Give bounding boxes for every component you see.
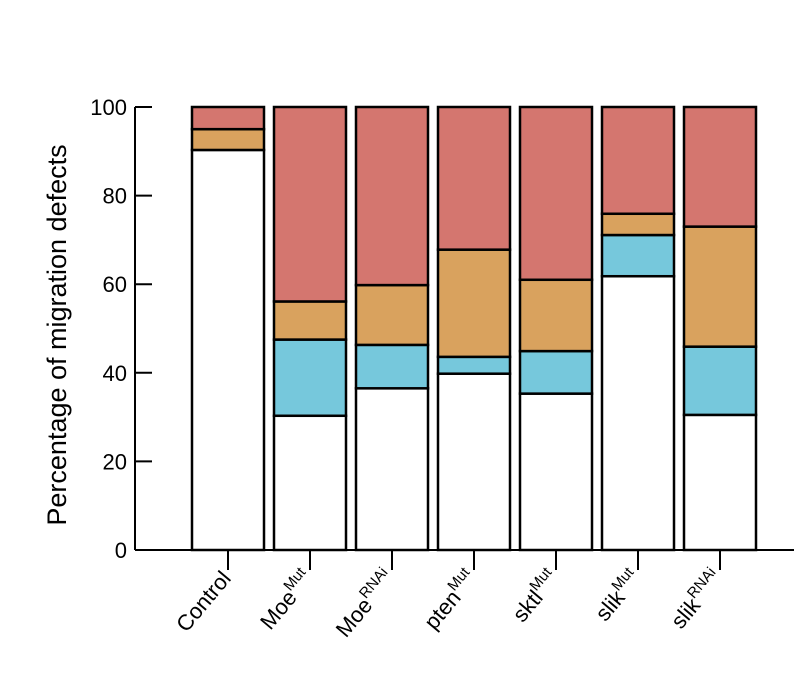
bar-segment-6-4 [600, 105, 676, 216]
bar-segment-5-3 [518, 278, 594, 353]
bar-segment-2-3 [272, 300, 348, 341]
bar-segment-7-3 [682, 225, 758, 348]
bar-segment-3-3 [354, 283, 430, 347]
bar-segment-7-2 [682, 345, 758, 417]
y-tick-label: 20 [103, 449, 127, 474]
bar-segment-5-1 [518, 392, 594, 552]
bars-group [190, 105, 758, 552]
bar-segment-2-2 [272, 338, 348, 418]
bar-segment-6-2 [600, 233, 676, 278]
x-tick-label: slikMut [588, 564, 646, 626]
bar-segment-1-3 [190, 127, 266, 152]
x-tick-label: MoeMut [253, 564, 319, 635]
x-tick-label: MoeRNAi [328, 564, 399, 642]
bar-segment-1-1 [190, 148, 266, 552]
y-tick-label: 60 [103, 272, 127, 297]
bar-segment-2-1 [272, 414, 348, 552]
bar-segment-2-4 [272, 105, 348, 303]
x-tick-label: slikRNAi [663, 564, 727, 633]
bar-segment-6-3 [600, 212, 676, 237]
y-axis-title: Percentage of migration defects [42, 144, 72, 525]
y-axis: 0 20 40 60 80 100 [90, 95, 152, 563]
bar-segment-6-1 [600, 274, 676, 552]
bar-segment-4-1 [436, 372, 512, 552]
x-tick-label: ptenMut [417, 564, 483, 635]
bar-segment-1-4 [190, 105, 266, 131]
bar-segment-3-1 [354, 387, 430, 552]
bar-segment-7-4 [682, 105, 758, 228]
bar-segment-4-2 [436, 355, 512, 375]
x-tick-label: sktlMut [505, 564, 564, 627]
bar-segment-7-1 [682, 413, 758, 552]
bar-segment-3-4 [354, 105, 430, 287]
y-tick-label: 100 [90, 95, 127, 120]
y-tick-label: 40 [103, 361, 127, 386]
y-tick-label: 0 [115, 538, 127, 563]
bar-segment-5-4 [518, 105, 594, 282]
bar-segment-5-2 [518, 349, 594, 395]
x-tick-label: Control [171, 566, 236, 636]
bar-segment-4-3 [436, 248, 512, 359]
bar-segment-4-4 [436, 105, 512, 251]
y-tick-label: 80 [103, 184, 127, 209]
bar-segment-3-2 [354, 343, 430, 390]
